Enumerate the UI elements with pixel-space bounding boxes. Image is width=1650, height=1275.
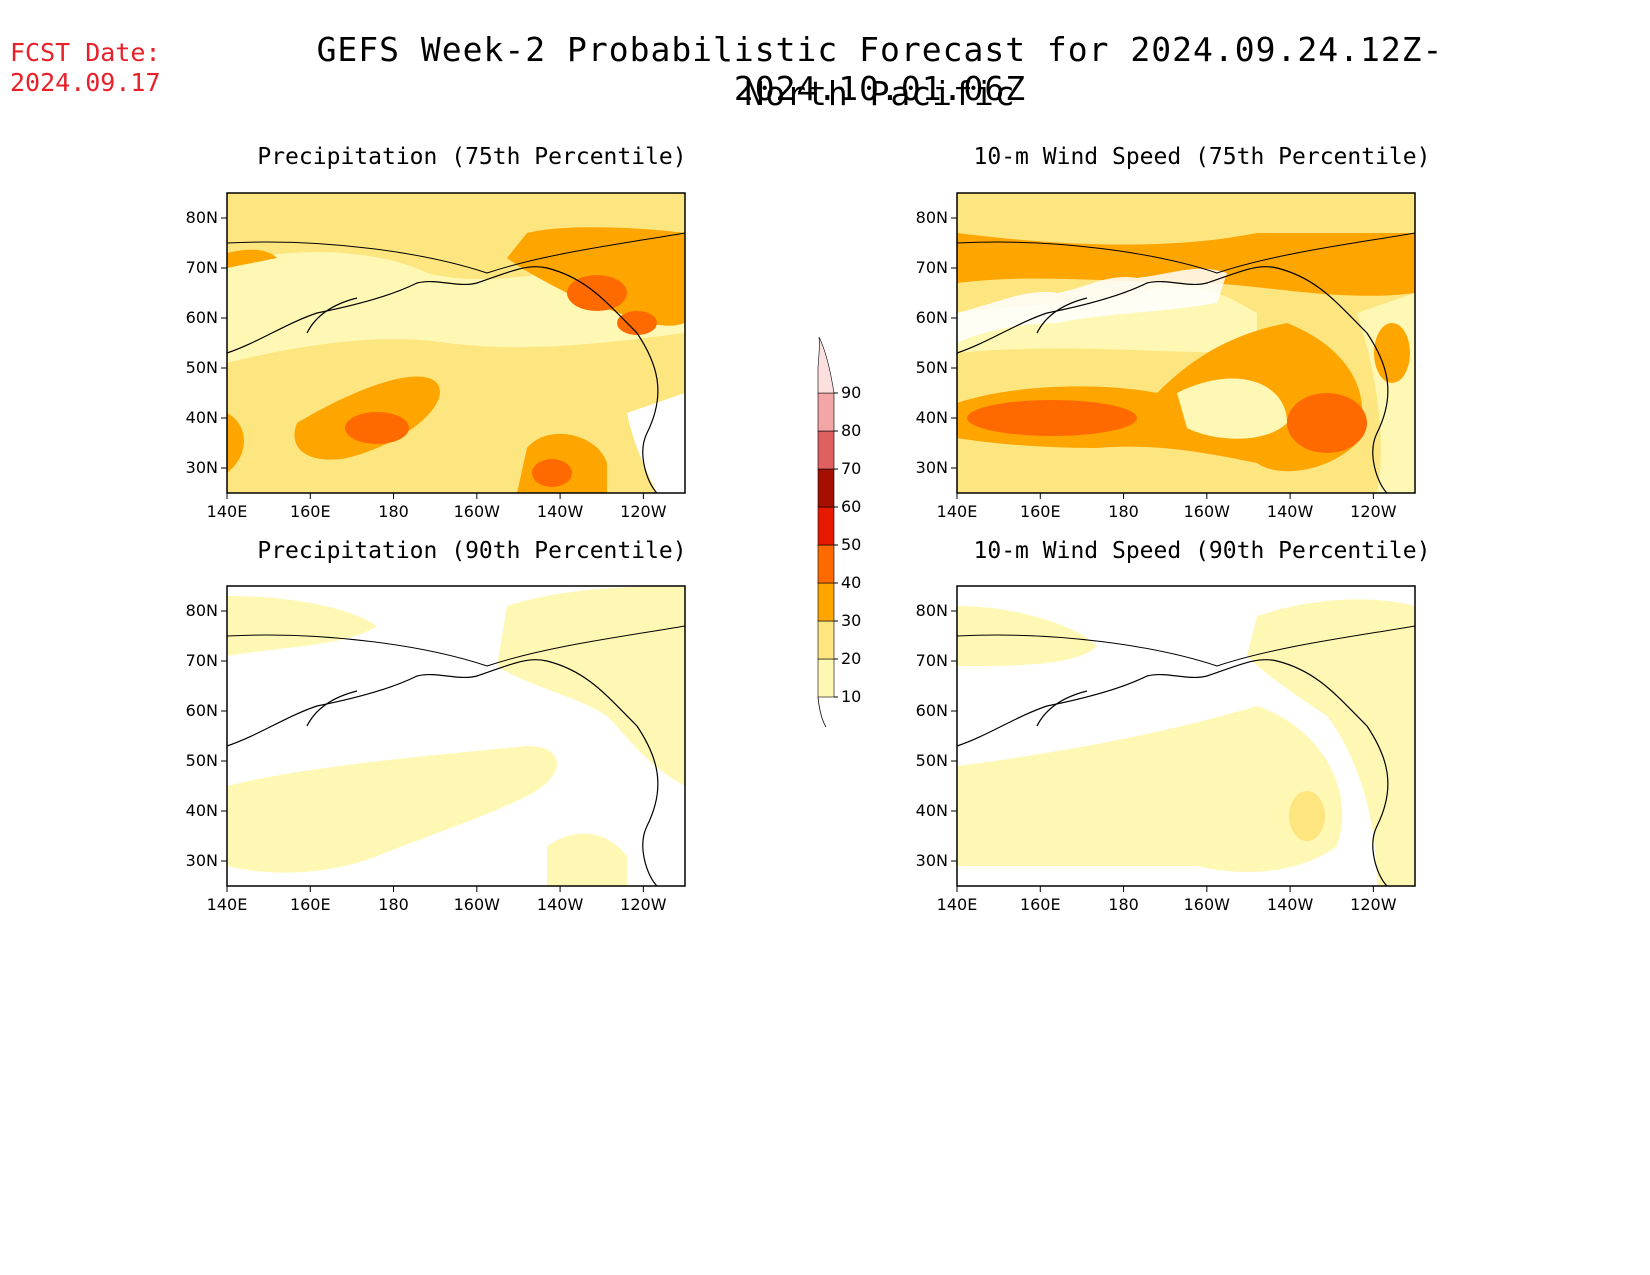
lon-label: 160W: [1184, 895, 1231, 914]
lat-label: 40N: [916, 801, 948, 820]
colorbar-label: 90: [841, 383, 861, 402]
colorbar-label: 80: [841, 421, 861, 440]
colorbar-box: [817, 544, 835, 584]
lat-label: 60N: [186, 308, 218, 327]
map-panel-precip75: 80N 70N 60N 50N 40N 30N 140E 160E 180 160W 140W 120…: [165, 185, 705, 521]
lat-label: 60N: [186, 701, 218, 720]
lon-label: 180: [1108, 502, 1139, 521]
lat-label: 70N: [916, 258, 948, 277]
lat-label: 70N: [186, 651, 218, 670]
colorbar-label: 50: [841, 535, 861, 554]
lon-label: 140E: [207, 502, 248, 521]
lat-label: 80N: [186, 601, 218, 620]
colorbar-svg: 10 20 30 40 50 60 70 80 90: [817, 336, 861, 728]
region-title: North Pacific: [744, 74, 1016, 113]
lon-label: 160E: [290, 895, 331, 914]
lat-label: 40N: [186, 408, 218, 427]
colorbar-box: [817, 582, 835, 622]
map-precip90: 80N 70N 60N 50N 40N 30N 140E 160E 180 160W 140W 120…: [186, 585, 686, 914]
lon-label: 140W: [1267, 895, 1314, 914]
colorbar-label: 60: [841, 497, 861, 516]
forecast-date-value: 2024.09.17: [10, 68, 161, 97]
colorbar-label: 70: [841, 459, 861, 478]
lat-label: 40N: [916, 408, 948, 427]
lat-label: 50N: [186, 751, 218, 770]
panel-title-wind75: 10-m Wind Speed (75th Percentile): [973, 144, 1431, 170]
colorbar-box: [817, 620, 835, 660]
lat-label: 60N: [916, 308, 948, 327]
lon-label: 120W: [620, 895, 667, 914]
lon-label: 140W: [1267, 502, 1314, 521]
colorbar-tail: [817, 696, 827, 728]
lon-label: 120W: [1350, 502, 1397, 521]
map-precip75: 80N 70N 60N 50N 40N 30N 140E 160E 180 160W 140W 120…: [186, 192, 686, 521]
map-panel-precip90: 80N 70N 60N 50N 40N 30N 140E 160E 180 160W 140W 120…: [165, 578, 705, 914]
map-panel-wind90: 80N 70N 60N 50N 40N 30N 140E 160E 180 160W 140W 120…: [895, 578, 1435, 914]
lon-label: 120W: [620, 502, 667, 521]
lat-label: 50N: [916, 751, 948, 770]
map-wind75: 80N 70N 60N 50N 40N 30N 140E 160E 180 160W 140W 120…: [916, 192, 1416, 521]
lat-label: 50N: [916, 358, 948, 377]
lat-label: 60N: [916, 701, 948, 720]
lat-label: 50N: [186, 358, 218, 377]
lon-label: 140W: [537, 502, 584, 521]
lon-label: 180: [378, 895, 409, 914]
lat-label: 30N: [186, 851, 218, 870]
panel-title-precip75: Precipitation (75th Percentile): [257, 144, 687, 170]
lat-label: 80N: [186, 208, 218, 227]
colorbar-label: 30: [841, 611, 861, 630]
lat-label: 40N: [186, 801, 218, 820]
lat-label: 80N: [916, 601, 948, 620]
colorbar-box: [817, 430, 835, 470]
forecast-date-block: FCST Date: 2024.09.17: [10, 38, 161, 98]
lon-label: 160W: [1184, 502, 1231, 521]
lon-label: 140E: [937, 502, 978, 521]
colorbar-box: [817, 506, 835, 546]
colorbar: 10 20 30 40 50 60 70 80 90: [810, 335, 890, 755]
colorbar-label: 20: [841, 649, 861, 668]
map-panel-wind75: 80N 70N 60N 50N 40N 30N 140E 160E 180 160W 140W 120…: [895, 185, 1435, 521]
lon-label: 160E: [290, 502, 331, 521]
lat-label: 70N: [186, 258, 218, 277]
lon-label: 140E: [207, 895, 248, 914]
lon-label: 160E: [1020, 502, 1061, 521]
main-title: GEFS Week-2 Probabilistic Forecast for 2…: [316, 30, 1444, 108]
colorbar-box: [817, 392, 835, 432]
lon-label: 160W: [454, 895, 501, 914]
map-wind90: 80N 70N 60N 50N 40N 30N 140E 160E 180 160W 140W 120…: [916, 585, 1416, 914]
lat-label: 80N: [916, 208, 948, 227]
panel-title-wind90: 10-m Wind Speed (90th Percentile): [973, 538, 1431, 564]
colorbar-box: [817, 336, 835, 394]
forecast-date-label: FCST Date:: [10, 38, 161, 67]
lon-label: 180: [1108, 895, 1139, 914]
lon-label: 160E: [1020, 895, 1061, 914]
lat-label: 30N: [916, 458, 948, 477]
panel-title-precip90: Precipitation (90th Percentile): [257, 538, 687, 564]
colorbar-label: 40: [841, 573, 861, 592]
lat-label: 30N: [186, 458, 218, 477]
colorbar-label: 10: [841, 687, 861, 706]
lon-label: 140E: [937, 895, 978, 914]
colorbar-box: [817, 658, 835, 698]
lon-label: 160W: [454, 502, 501, 521]
lat-label: 30N: [916, 851, 948, 870]
lon-label: 180: [378, 502, 409, 521]
lat-label: 70N: [916, 651, 948, 670]
lon-label: 120W: [1350, 895, 1397, 914]
colorbar-box: [817, 468, 835, 508]
lon-label: 140W: [537, 895, 584, 914]
